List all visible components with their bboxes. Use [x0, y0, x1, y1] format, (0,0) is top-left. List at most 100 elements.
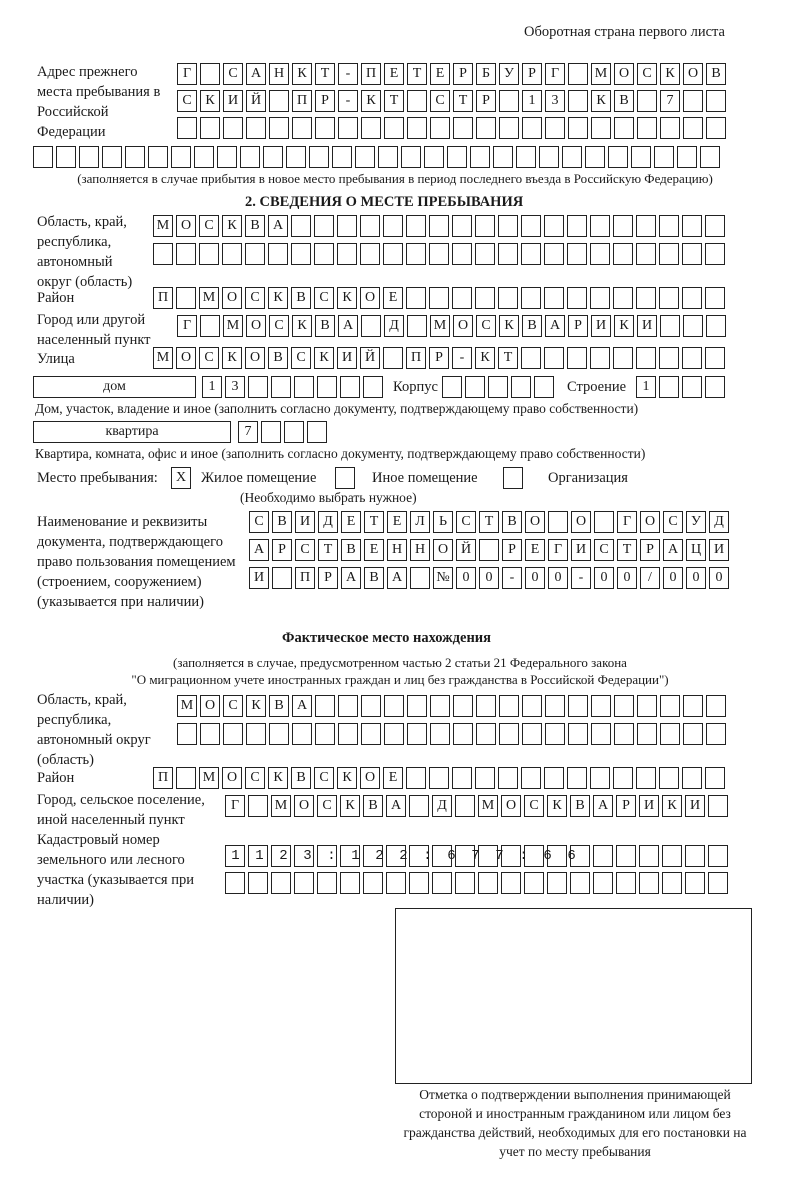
prev-address-row-3[interactable] — [177, 117, 729, 139]
char-cell[interactable] — [363, 845, 383, 867]
char-cell[interactable] — [268, 243, 288, 265]
char-cell[interactable] — [475, 243, 495, 265]
char-cell[interactable] — [291, 243, 311, 265]
char-cell[interactable] — [662, 872, 682, 894]
char-cell[interactable] — [636, 767, 656, 789]
char-cell[interactable] — [476, 695, 496, 717]
char-cell[interactable] — [544, 287, 564, 309]
char-cell[interactable] — [498, 215, 518, 237]
char-cell[interactable] — [683, 117, 703, 139]
char-cell[interactable]: С — [430, 90, 450, 112]
char-cell[interactable] — [568, 695, 588, 717]
char-cell[interactable]: О — [640, 511, 660, 533]
char-cell[interactable] — [660, 723, 680, 745]
char-cell[interactable] — [539, 146, 559, 168]
char-cell[interactable] — [340, 872, 360, 894]
char-cell[interactable] — [470, 146, 490, 168]
char-cell[interactable]: 0 — [525, 567, 545, 589]
char-cell[interactable]: М — [271, 795, 291, 817]
char-cell[interactable] — [363, 376, 383, 398]
char-cell[interactable] — [591, 117, 611, 139]
char-cell[interactable]: Г — [225, 795, 245, 817]
char-cell[interactable]: К — [314, 347, 334, 369]
char-cell[interactable]: Р — [616, 795, 636, 817]
char-cell[interactable]: 7 — [660, 90, 680, 112]
char-cell[interactable]: О — [525, 511, 545, 533]
char-cell[interactable] — [614, 117, 634, 139]
char-cell[interactable] — [522, 117, 542, 139]
char-cell[interactable]: М — [177, 695, 197, 717]
char-cell[interactable] — [176, 767, 196, 789]
char-cell[interactable] — [567, 287, 587, 309]
char-cell[interactable] — [79, 146, 99, 168]
stay-checkbox-organization[interactable] — [503, 467, 526, 489]
char-cell[interactable] — [682, 243, 702, 265]
char-cell[interactable] — [659, 215, 679, 237]
char-cell[interactable]: О — [200, 695, 220, 717]
char-cell[interactable] — [263, 146, 283, 168]
char-cell[interactable]: 0 — [686, 567, 706, 589]
char-cell[interactable] — [682, 767, 702, 789]
char-cell[interactable] — [590, 243, 610, 265]
char-cell[interactable]: 3 — [225, 376, 245, 398]
char-cell[interactable]: С — [245, 767, 265, 789]
char-cell[interactable]: Ц — [686, 539, 706, 561]
char-cell[interactable] — [521, 767, 541, 789]
char-cell[interactable] — [659, 243, 679, 265]
char-cell[interactable]: В — [706, 63, 726, 85]
char-cell[interactable]: Е — [341, 511, 361, 533]
char-cell[interactable] — [401, 146, 421, 168]
char-cell[interactable]: Т — [384, 90, 404, 112]
char-cell[interactable] — [613, 287, 633, 309]
char-cell[interactable] — [659, 347, 679, 369]
char-cell[interactable] — [660, 315, 680, 337]
char-cell[interactable]: А — [545, 315, 565, 337]
char-cell[interactable] — [384, 723, 404, 745]
char-cell[interactable] — [361, 117, 381, 139]
char-cell[interactable] — [424, 146, 444, 168]
char-cell[interactable] — [613, 767, 633, 789]
char-cell[interactable] — [521, 215, 541, 237]
char-cell[interactable]: Г — [545, 63, 565, 85]
char-cell[interactable] — [246, 723, 266, 745]
char-cell[interactable] — [337, 215, 357, 237]
char-cell[interactable]: Н — [387, 539, 407, 561]
char-cell[interactable]: Д — [432, 795, 452, 817]
char-cell[interactable]: В — [364, 567, 384, 589]
char-cell[interactable]: С — [314, 287, 334, 309]
char-cell[interactable] — [547, 872, 567, 894]
char-cell[interactable]: Р — [318, 567, 338, 589]
char-cell[interactable] — [383, 347, 403, 369]
char-cell[interactable]: 0 — [456, 567, 476, 589]
char-cell[interactable] — [478, 872, 498, 894]
char-cell[interactable] — [240, 146, 260, 168]
char-cell[interactable] — [338, 723, 358, 745]
char-cell[interactable]: М — [223, 315, 243, 337]
char-cell[interactable] — [223, 723, 243, 745]
char-cell[interactable] — [410, 567, 430, 589]
char-cell[interactable] — [378, 146, 398, 168]
char-cell[interactable]: 0 — [479, 567, 499, 589]
char-cell[interactable]: Т — [364, 511, 384, 533]
char-cell[interactable]: Й — [360, 347, 380, 369]
actual-region-row-2[interactable] — [177, 723, 729, 745]
char-cell[interactable]: О — [222, 767, 242, 789]
char-cell[interactable] — [383, 243, 403, 265]
char-cell[interactable]: А — [246, 63, 266, 85]
char-cell[interactable] — [521, 243, 541, 265]
char-cell[interactable]: П — [153, 287, 173, 309]
char-cell[interactable] — [475, 287, 495, 309]
char-cell[interactable] — [631, 146, 651, 168]
char-cell[interactable] — [292, 117, 312, 139]
char-cell[interactable] — [292, 723, 312, 745]
char-cell[interactable] — [544, 243, 564, 265]
char-cell[interactable]: - — [571, 567, 591, 589]
char-cell[interactable]: Р — [640, 539, 660, 561]
char-cell[interactable]: М — [153, 215, 173, 237]
char-cell[interactable]: И — [571, 539, 591, 561]
char-cell[interactable] — [545, 695, 565, 717]
char-cell[interactable]: О — [222, 287, 242, 309]
